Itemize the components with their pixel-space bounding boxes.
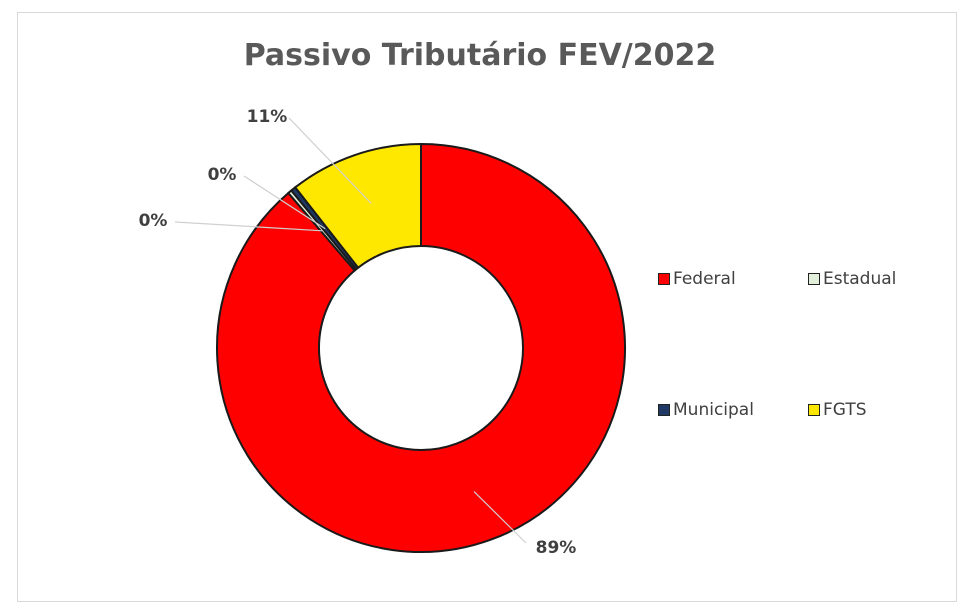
data-label-federal: 89%	[536, 538, 577, 558]
data-label-estadual: 0%	[139, 211, 168, 231]
legend-item-municipal: Municipal	[658, 400, 754, 420]
legend-label-federal: Federal	[673, 269, 736, 289]
legend-item-fgts: FGTS	[808, 400, 867, 420]
donut-slices	[217, 144, 625, 552]
data-label-fgts: 11%	[247, 107, 288, 127]
legend-label-municipal: Municipal	[673, 400, 754, 420]
legend-swatch-fgts	[808, 404, 820, 416]
legend-swatch-municipal	[658, 404, 670, 416]
legend-label-fgts: FGTS	[823, 400, 867, 420]
legend-swatch-federal	[658, 273, 670, 285]
data-label-municipal: 0%	[208, 165, 237, 185]
legend-swatch-estadual	[808, 273, 820, 285]
legend-item-estadual: Estadual	[808, 269, 896, 289]
legend-item-federal: Federal	[658, 269, 736, 289]
legend-label-estadual: Estadual	[823, 269, 896, 289]
